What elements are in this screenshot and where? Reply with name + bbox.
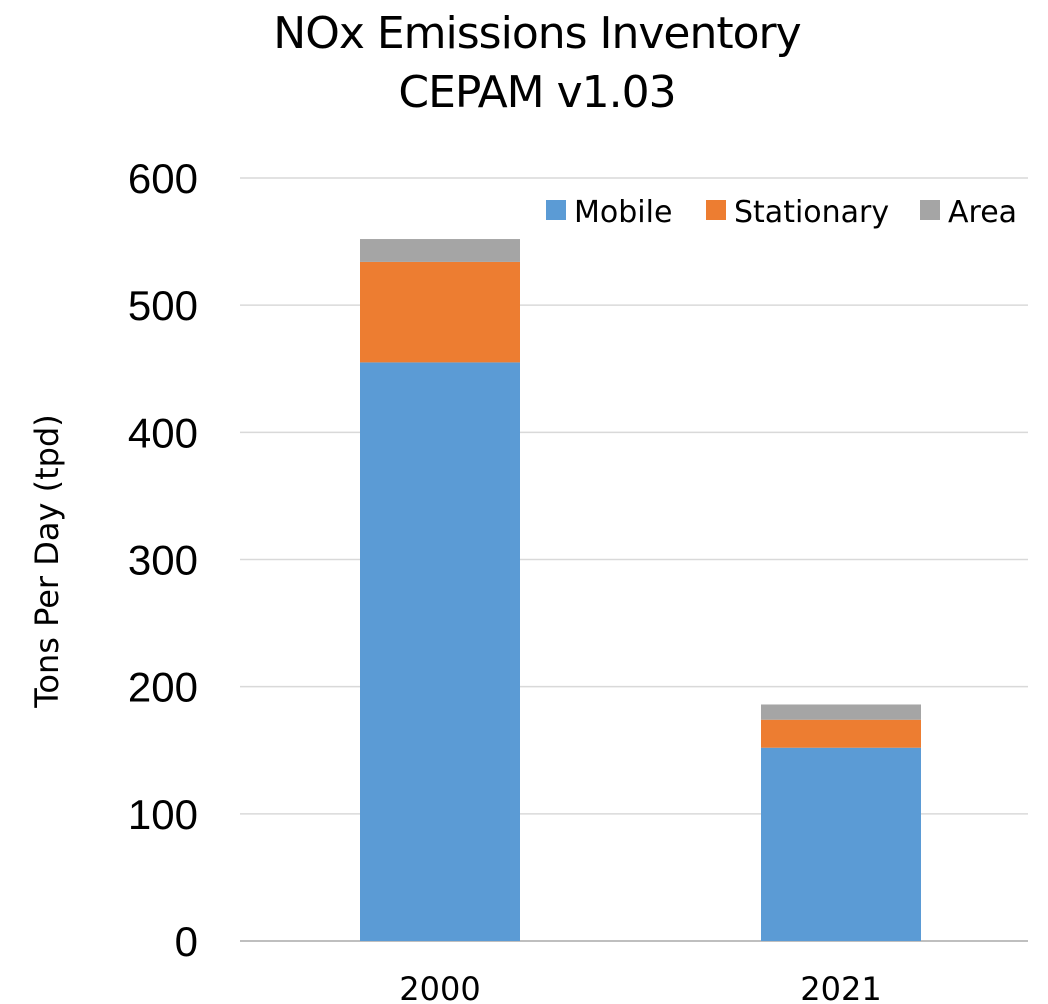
y-tick-label: 300 — [128, 537, 198, 584]
bars — [360, 239, 921, 941]
chart-title-line-2: CEPAM v1.03 — [398, 67, 675, 118]
legend-label-stationary: Stationary — [734, 195, 889, 230]
bar-mobile-2000 — [360, 362, 520, 941]
legend: Mobile Stationary Area — [546, 195, 1017, 230]
y-tick-label: 0 — [175, 918, 198, 965]
y-tick-label: 100 — [128, 791, 198, 838]
legend-swatch-stationary — [706, 200, 726, 220]
y-tick-label: 400 — [128, 409, 198, 456]
chart-title-line-1: NOx Emissions Inventory — [273, 8, 800, 59]
chart-title: NOx Emissions Inventory CEPAM v1.03 — [273, 8, 801, 118]
bar-area-2000 — [360, 239, 520, 262]
bar-area-2021 — [761, 704, 921, 720]
y-tick-label: 500 — [128, 282, 198, 329]
legend-swatch-area — [920, 200, 940, 220]
legend-label-area: Area — [948, 195, 1017, 230]
bar-mobile-2021 — [761, 747, 921, 941]
x-axis-ticks: 2000 2021 — [399, 970, 881, 1004]
bar-stationary-2021 — [761, 719, 921, 748]
legend-swatch-mobile — [546, 200, 566, 220]
y-axis-title: Tons Per Day (tpd) — [28, 414, 66, 708]
y-tick-label: 600 — [128, 155, 198, 202]
x-tick-label: 2021 — [800, 970, 881, 1004]
y-axis-ticks: 0 100 200 300 400 500 600 — [128, 155, 198, 965]
bar-stationary-2000 — [360, 261, 520, 363]
x-tick-label: 2000 — [399, 970, 480, 1004]
legend-label-mobile: Mobile — [574, 195, 672, 230]
y-tick-label: 200 — [128, 664, 198, 711]
